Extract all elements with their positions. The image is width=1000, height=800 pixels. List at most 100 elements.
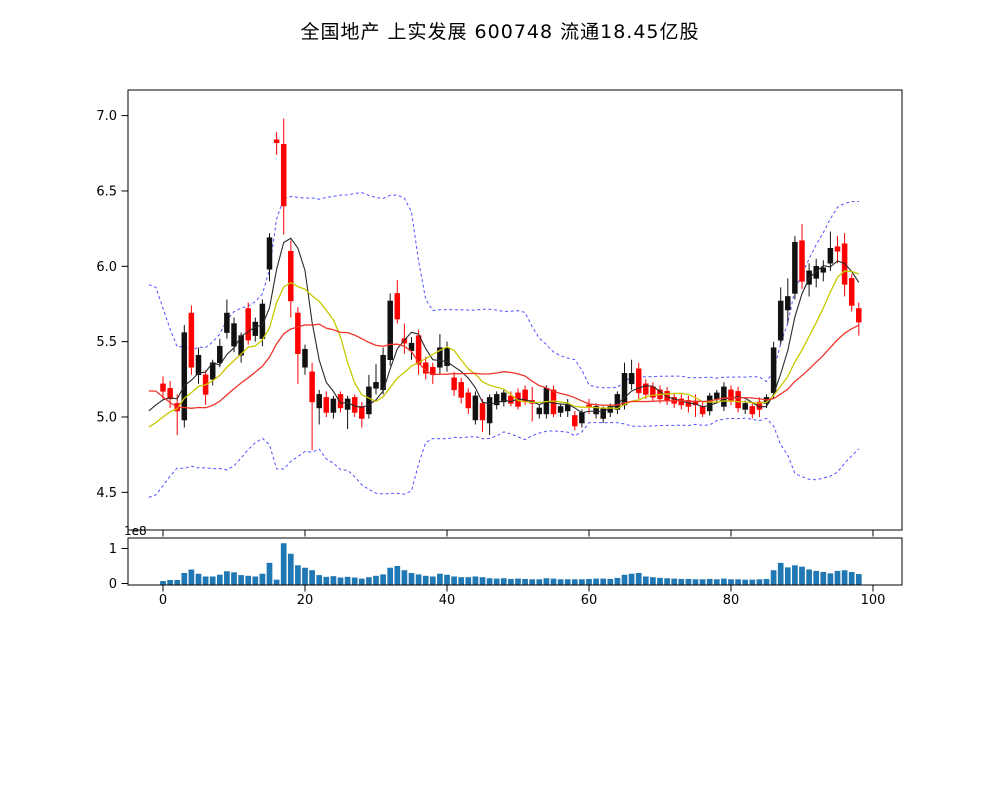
volume-bar [465, 577, 472, 585]
axes-frames [127, 89, 903, 586]
volume-bar [614, 577, 621, 585]
volume-bar [508, 578, 514, 585]
volume-bar [529, 579, 536, 585]
volume-bar [706, 578, 713, 585]
volume-bar [309, 570, 315, 585]
candle-down [337, 394, 344, 409]
volume-bar [216, 574, 223, 585]
candle-down [749, 406, 756, 415]
candle-down [415, 335, 422, 365]
candle-down [295, 312, 301, 354]
volume-bar [422, 575, 429, 585]
volume-y-tick-label: 1 [109, 542, 117, 557]
candle-down [586, 404, 592, 407]
volume-bar [777, 562, 784, 585]
volume-bar [344, 576, 351, 585]
volume-bar [721, 578, 727, 585]
volume-bar [224, 571, 230, 585]
volume-bar [160, 581, 166, 585]
volume-bar [366, 577, 372, 585]
volume-bar [252, 576, 259, 585]
y-axis-tick-label: 4.5 [96, 486, 117, 501]
x-axis-tick-label: 0 [159, 593, 167, 608]
candle-down [699, 406, 706, 415]
candle-down [323, 397, 330, 413]
volume-bar [593, 578, 599, 585]
volume-bar [245, 575, 252, 585]
y-axis-tick-label: 5.5 [96, 335, 117, 350]
volume-bar [557, 579, 564, 585]
candle-up [628, 373, 635, 385]
volume-bar [550, 578, 557, 585]
volume-bar [351, 577, 358, 585]
candle-down [834, 246, 841, 252]
candle-down [188, 312, 195, 368]
volume-bar [479, 577, 486, 585]
volume-bar [287, 553, 294, 585]
candle-down [280, 143, 287, 207]
ma-line-ma10 [148, 270, 860, 428]
volume-bar [195, 573, 202, 585]
volume-bar [493, 578, 500, 585]
main-axis-frame [127, 89, 903, 531]
volume-bar [273, 579, 280, 585]
volume-bar [266, 562, 273, 585]
volume-bar [799, 566, 805, 585]
volume-bar [664, 578, 670, 585]
candle-down [550, 389, 557, 415]
volume-bar [209, 576, 216, 585]
candle-up [557, 406, 564, 413]
candle-up [621, 373, 628, 406]
volume-bar [259, 573, 266, 585]
volume-bar [678, 578, 685, 585]
candle-up [266, 237, 273, 270]
volume-bar [408, 573, 415, 585]
volume-bar [571, 579, 578, 585]
volume-bar [770, 570, 777, 585]
candle-down [309, 371, 315, 403]
volume-bar [543, 578, 550, 585]
volume-bar [650, 577, 656, 585]
candle-up [366, 386, 372, 415]
volume-bar [579, 579, 585, 585]
candle-up [706, 395, 713, 412]
candle-up [600, 407, 606, 419]
candle-up [714, 392, 720, 400]
volume-bar [635, 573, 642, 585]
volume-bar [238, 575, 244, 585]
x-axis-tick-label: 100 [861, 593, 886, 608]
volume-bar [437, 573, 443, 585]
volume-bar [749, 579, 756, 585]
candle-up [827, 247, 834, 264]
volume-bar [451, 576, 457, 585]
volume-bar [607, 578, 614, 585]
ma-line-ma20 [148, 323, 860, 409]
volume-bar [429, 576, 436, 585]
candle-up [785, 296, 791, 311]
volume-bar [763, 578, 770, 585]
volume-bar [337, 577, 344, 585]
volume-bar [586, 578, 592, 585]
volume-bar [181, 573, 188, 585]
candle-up [217, 345, 223, 363]
volume-bar [174, 580, 181, 585]
volume-bar [735, 579, 741, 585]
candle-down [635, 368, 642, 394]
candle-up [472, 395, 479, 421]
candle-down [359, 406, 365, 419]
volume-bars-layer [160, 543, 862, 585]
bollinger-bands [148, 192, 860, 498]
candle-up [224, 312, 230, 333]
candle-down [273, 139, 280, 143]
volume-bar [657, 577, 663, 585]
candle-down [465, 392, 472, 409]
volume-bar [813, 570, 820, 585]
volume-bar [855, 574, 862, 585]
candle-down [451, 377, 457, 391]
candle-down [572, 415, 578, 427]
volume-offset-label: 1e8 [124, 524, 147, 538]
candle-up [316, 394, 322, 409]
candle-up [579, 412, 585, 424]
